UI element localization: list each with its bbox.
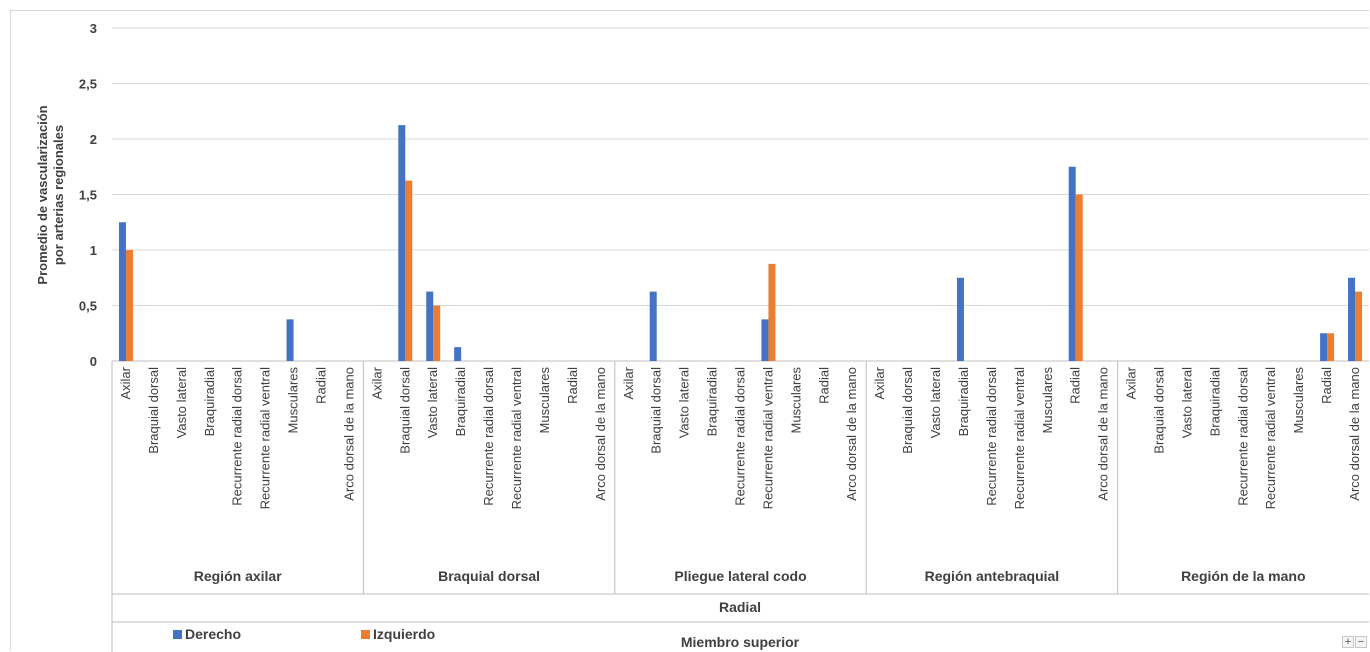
x-tick-label: Arco dorsal de la mano (1347, 367, 1362, 501)
x-tick-label: Recurrente radial dorsal (1235, 367, 1250, 506)
x-tick-label: Braquiradial (1207, 367, 1222, 436)
y-tick-label: 3 (90, 21, 97, 36)
x-tick-label: Recurrente radial dorsal (230, 367, 245, 506)
x-tick-label: Braquiradial (453, 367, 468, 436)
group-label: Región antebraquial (925, 568, 1060, 584)
x-tick-label: Arco dorsal de la mano (844, 367, 859, 501)
x-tick-label: Braquial dorsal (649, 367, 664, 454)
x-tick-label: Axilar (118, 366, 133, 399)
bar-derecho (398, 125, 406, 361)
bar-izquierdo (1327, 333, 1335, 361)
x-tick-label: Recurrente radial dorsal (733, 367, 748, 506)
x-tick-label: Vasto lateral (425, 367, 440, 438)
x-tick-label: Arco dorsal de la mano (341, 367, 356, 501)
y-tick-label: 2,5 (79, 77, 97, 92)
x-tick-label: Musculares (1040, 367, 1055, 434)
x-tick-label: Arco dorsal de la mano (1096, 367, 1111, 501)
bar-derecho (649, 291, 657, 361)
legend-label-derecho: Derecho (185, 626, 241, 642)
x-tick-label: Braquiradial (202, 367, 217, 436)
group-label: Pliegue lateral codo (674, 568, 806, 584)
bar-derecho (1068, 166, 1076, 361)
x-tick-label: Axilar (872, 366, 887, 399)
bar-derecho (956, 277, 964, 361)
x-tick-label: Radial (565, 367, 580, 404)
group-level-2-label: Miembro superior (681, 634, 800, 650)
x-tick-label: Axilar (621, 366, 636, 399)
bar-izquierdo (433, 305, 441, 361)
x-tick-label: Axilar (1124, 366, 1139, 399)
bar-derecho (1320, 333, 1328, 361)
bar-izquierdo (405, 180, 413, 361)
group-label: Región axilar (194, 568, 282, 584)
x-tick-label: Braquial dorsal (900, 367, 915, 454)
legend-swatch-izquierdo (361, 630, 370, 639)
legend-swatch-derecho (173, 630, 182, 639)
x-tick-label: Recurrente radial ventral (1263, 367, 1278, 509)
y-tick-label: 0 (90, 354, 97, 369)
bar-derecho (426, 291, 434, 361)
x-tick-label: Recurrente radial dorsal (481, 367, 496, 506)
x-tick-label: Braquiradial (705, 367, 720, 436)
x-tick-label: Radial (816, 367, 831, 404)
x-tick-label: Braquial dorsal (397, 367, 412, 454)
zoom-out-button[interactable]: − (1355, 636, 1367, 648)
x-tick-label: Recurrente radial ventral (760, 367, 775, 509)
y-axis-title: por arterias regionales (51, 125, 66, 265)
bar-izquierdo (1075, 194, 1083, 361)
y-tick-label: 1 (90, 243, 97, 258)
x-tick-label: Radial (314, 367, 329, 404)
group-label: Braquial dorsal (438, 568, 540, 584)
bar-derecho (454, 347, 462, 361)
bar-izquierdo (768, 263, 776, 361)
x-tick-label: Vasto lateral (928, 367, 943, 438)
x-tick-label: Vasto lateral (174, 367, 189, 438)
group-level-1-label: Radial (719, 599, 761, 615)
y-tick-label: 0,5 (79, 299, 97, 314)
x-tick-label: Radial (1319, 367, 1334, 404)
chart-frame (10, 10, 1369, 651)
x-tick-label: Vasto lateral (1179, 367, 1194, 438)
x-tick-label: Arco dorsal de la mano (593, 367, 608, 501)
x-tick-label: Musculares (286, 367, 301, 434)
x-tick-label: Vasto lateral (677, 367, 692, 438)
legend-label-izquierdo: Izquierdo (373, 626, 435, 642)
x-tick-label: Recurrente radial dorsal (984, 367, 999, 506)
x-tick-label: Musculares (537, 367, 552, 434)
bar-izquierdo (1355, 291, 1363, 361)
y-tick-label: 2 (90, 132, 97, 147)
group-label: Región de la mano (1181, 568, 1305, 584)
x-tick-label: Recurrente radial ventral (509, 367, 524, 509)
x-tick-label: Braquiradial (956, 367, 971, 436)
x-tick-label: Axilar (369, 366, 384, 399)
bar-derecho (761, 319, 769, 361)
x-tick-label: Recurrente radial ventral (258, 367, 273, 509)
y-tick-label: 1,5 (79, 188, 97, 203)
y-axis-title: Promedio de vascularización (35, 105, 50, 284)
x-tick-label: Recurrente radial ventral (1012, 367, 1027, 509)
bar-derecho (286, 319, 294, 361)
x-tick-label: Braquial dorsal (1152, 367, 1167, 454)
bar-derecho (118, 222, 126, 361)
zoom-in-button[interactable]: + (1342, 636, 1354, 648)
x-tick-label: Musculares (1291, 367, 1306, 434)
x-tick-label: Musculares (788, 367, 803, 434)
bar-izquierdo (125, 250, 133, 361)
bar-derecho (1348, 277, 1356, 361)
x-tick-label: Braquial dorsal (146, 367, 161, 454)
x-tick-label: Radial (1068, 367, 1083, 404)
